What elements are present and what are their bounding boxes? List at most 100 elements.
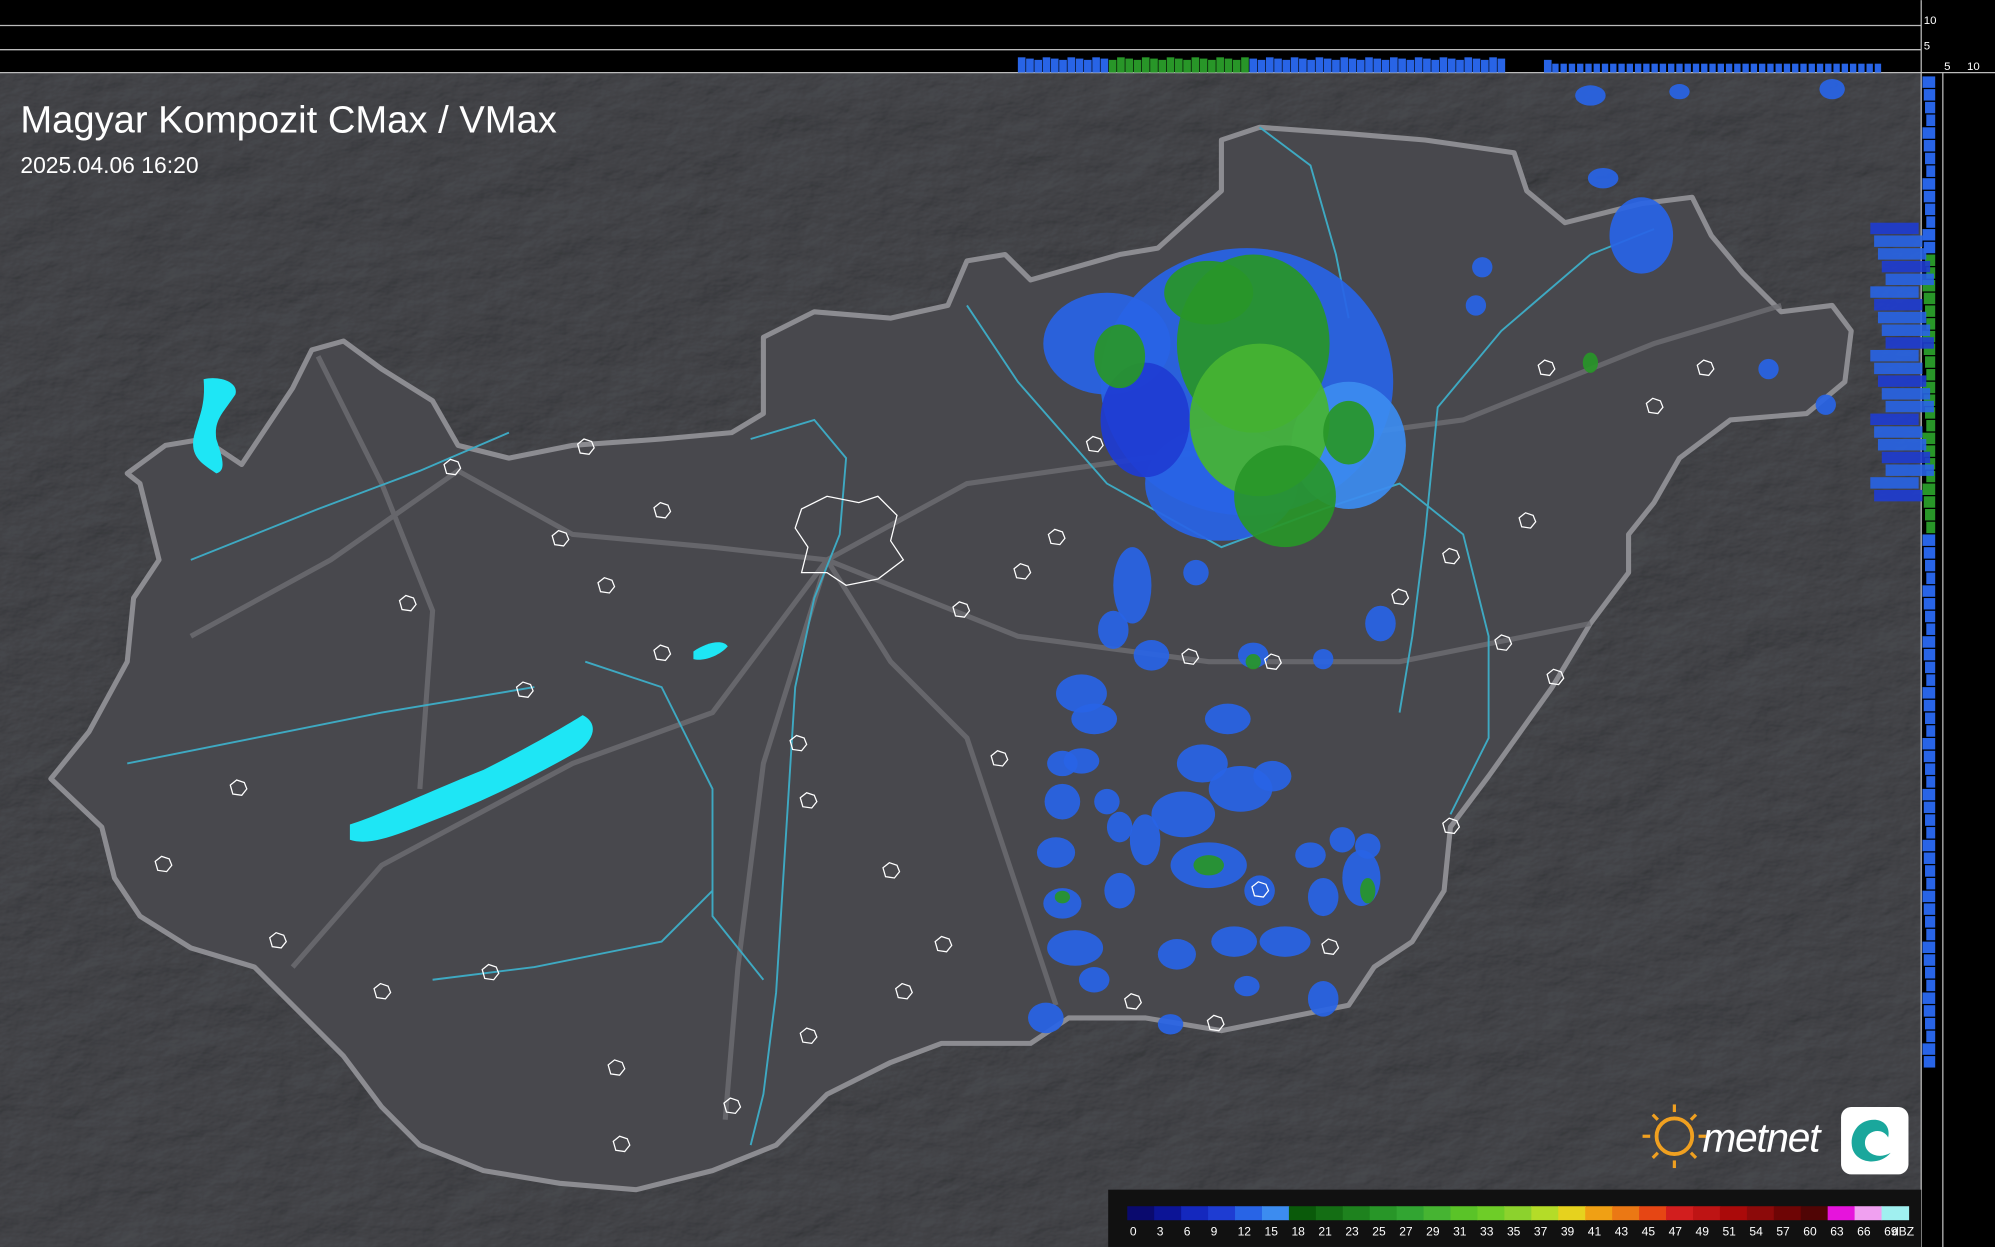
echo bbox=[1575, 85, 1606, 106]
echo bbox=[1472, 257, 1493, 278]
profile-echo bbox=[1870, 222, 1919, 235]
city bbox=[1181, 648, 1200, 665]
profile-echo bbox=[1332, 59, 1340, 73]
city bbox=[1442, 817, 1461, 835]
echo bbox=[1365, 605, 1396, 642]
city bbox=[1442, 547, 1461, 565]
profile-echo bbox=[1100, 58, 1109, 73]
echo bbox=[1133, 640, 1170, 671]
echo bbox=[1164, 260, 1254, 325]
profile-echo bbox=[1926, 419, 1936, 432]
profile-echo bbox=[1249, 58, 1258, 73]
echo bbox=[1129, 814, 1161, 866]
echo bbox=[1295, 842, 1326, 868]
profile-echo bbox=[1925, 610, 1936, 623]
profile-echo bbox=[1092, 57, 1100, 73]
profile-echo bbox=[1922, 687, 1936, 699]
echo bbox=[1071, 703, 1118, 735]
profile-echo bbox=[1585, 63, 1592, 73]
echo bbox=[1193, 855, 1224, 876]
profile-echo bbox=[1926, 928, 1936, 941]
profile-echo bbox=[1923, 648, 1936, 661]
profile-echo bbox=[1874, 362, 1923, 375]
echo bbox=[1582, 352, 1599, 373]
profile-echo bbox=[1216, 57, 1224, 73]
profile-echo bbox=[1050, 58, 1059, 73]
legend-label: 6 bbox=[1184, 1224, 1191, 1238]
profile-echo bbox=[1866, 63, 1873, 73]
profile-echo bbox=[1926, 1030, 1936, 1043]
legend-swatch bbox=[1827, 1206, 1856, 1221]
profile-echo bbox=[1922, 534, 1936, 546]
profile-echo bbox=[1926, 725, 1936, 737]
profile-echo bbox=[1315, 57, 1324, 73]
profile-echo bbox=[1885, 400, 1934, 413]
city bbox=[952, 601, 971, 618]
profile-echo bbox=[1925, 1017, 1936, 1030]
echo bbox=[1323, 400, 1375, 465]
profile-echo bbox=[1923, 89, 1936, 101]
profile-echo bbox=[1191, 57, 1200, 73]
echo bbox=[1815, 394, 1836, 415]
profile-echo bbox=[1881, 260, 1931, 273]
profile-echo bbox=[1926, 776, 1936, 788]
city bbox=[1518, 512, 1537, 529]
profile-echo bbox=[1926, 318, 1936, 330]
profile-echo bbox=[1885, 337, 1934, 349]
profile-echo bbox=[1750, 63, 1758, 73]
profile-echo bbox=[1922, 585, 1936, 597]
city bbox=[481, 963, 500, 981]
echo bbox=[1313, 648, 1334, 670]
profile-echo bbox=[1348, 58, 1357, 73]
profile-echo bbox=[1668, 63, 1675, 73]
city bbox=[1124, 993, 1143, 1010]
profile-echo bbox=[1833, 63, 1840, 73]
legend-label: 31 bbox=[1453, 1224, 1467, 1238]
profile-echo bbox=[1922, 279, 1936, 292]
profile-echo bbox=[1166, 57, 1175, 73]
profile-echo bbox=[1923, 1005, 1936, 1017]
profile-echo bbox=[1634, 63, 1642, 73]
profile-echo bbox=[1108, 59, 1117, 73]
echo bbox=[1259, 926, 1311, 957]
city bbox=[882, 861, 901, 879]
city bbox=[1047, 528, 1066, 546]
profile-echo bbox=[1406, 59, 1415, 73]
legend: 0 3 6 9 12 15 18 21 23 25 27 29 31 33 35 37 39 41 43 45 47 49… bbox=[1127, 1206, 1914, 1238]
profile-echo bbox=[1183, 59, 1191, 73]
echo bbox=[1183, 559, 1209, 586]
profile-echo bbox=[1447, 58, 1456, 73]
city bbox=[1546, 668, 1565, 686]
legend-swatch bbox=[1531, 1206, 1559, 1221]
profile-echo bbox=[1158, 59, 1167, 73]
profile-echo bbox=[1841, 63, 1849, 73]
profile-echo bbox=[1925, 661, 1936, 674]
legend-swatch bbox=[1396, 1206, 1425, 1221]
city bbox=[794, 495, 905, 587]
profile-tick: 5 bbox=[1944, 61, 1950, 73]
echo bbox=[1043, 888, 1082, 919]
profile-echo bbox=[1925, 865, 1936, 877]
profile-echo bbox=[1489, 57, 1497, 73]
city bbox=[894, 982, 913, 1000]
echo bbox=[1587, 168, 1619, 189]
legend-label: 43 bbox=[1615, 1224, 1629, 1238]
profile-echo bbox=[1717, 63, 1724, 73]
profile-echo bbox=[1926, 267, 1936, 279]
city bbox=[789, 734, 808, 752]
legend-label: 66 bbox=[1857, 1224, 1871, 1238]
profile-echo bbox=[1925, 101, 1936, 114]
city bbox=[799, 792, 818, 809]
profile-echo bbox=[1125, 58, 1134, 73]
profile-echo bbox=[1926, 877, 1936, 890]
profile-echo bbox=[1926, 165, 1936, 177]
profile-echo bbox=[1701, 63, 1708, 73]
city bbox=[551, 529, 570, 547]
city bbox=[653, 501, 672, 519]
profile-echo bbox=[1870, 349, 1919, 362]
legend-label: 27 bbox=[1399, 1224, 1413, 1238]
profile-echo bbox=[1365, 57, 1373, 73]
city bbox=[373, 982, 392, 1000]
echo bbox=[1157, 939, 1196, 970]
profile-echo bbox=[1381, 59, 1390, 73]
